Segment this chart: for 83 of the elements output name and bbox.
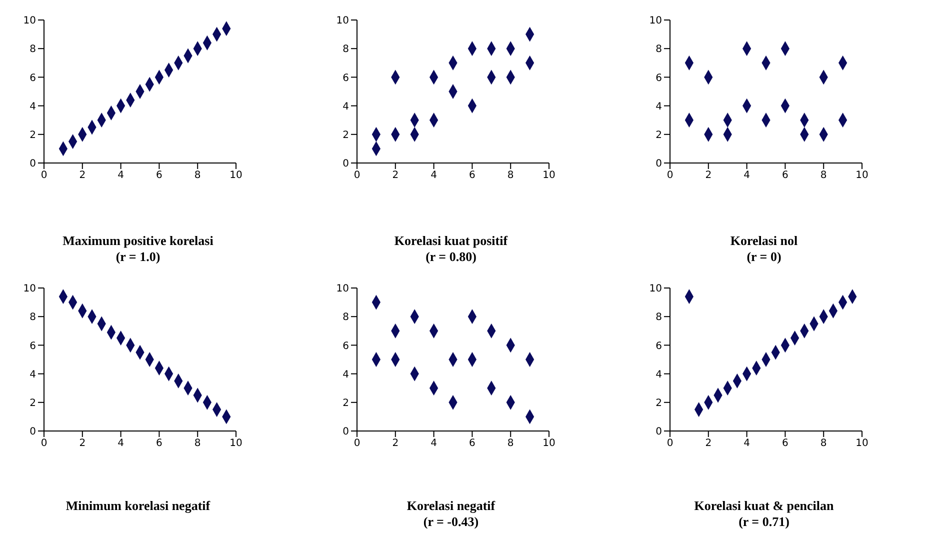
x-tick-label: 0 xyxy=(666,438,674,450)
x-tick-label: 4 xyxy=(430,438,437,450)
y-tick-label: 6 xyxy=(342,72,349,84)
x-tick-label: 6 xyxy=(469,438,476,450)
x-tick-label: 0 xyxy=(40,438,48,450)
x-tick-label: 10 xyxy=(856,438,868,450)
x-tick-label: 4 xyxy=(118,438,124,450)
x-tick-label: 8 xyxy=(507,170,514,182)
y-tick-label: 0 xyxy=(342,158,349,170)
text: (r = 0) xyxy=(746,249,782,265)
y-tick-label: 2 xyxy=(342,130,349,141)
y-tick-label: 6 xyxy=(342,340,349,352)
x-tick-label: 4 xyxy=(118,170,124,182)
text: Korelasi nol xyxy=(729,233,799,249)
text: (r = 0.71) xyxy=(738,514,790,530)
y-tick-label: 10 xyxy=(336,284,349,295)
y-tick-label: 10 xyxy=(336,16,349,27)
y-tick-label: 2 xyxy=(342,398,349,409)
x-tick-label: 8 xyxy=(507,438,514,450)
x-tick-label: 6 xyxy=(782,170,788,182)
x-tick-label: 4 xyxy=(430,170,437,182)
x-tick-label: 2 xyxy=(79,438,86,450)
x-tick-label: 10 xyxy=(542,170,556,182)
x-tick-label: 10 xyxy=(856,170,868,182)
y-tick-label: 4 xyxy=(342,101,349,112)
y-tick-label: 6 xyxy=(656,340,662,352)
text: Maximum positive korelasi xyxy=(62,233,214,249)
text: Korelasi negatif xyxy=(406,498,496,514)
y-tick-label: 8 xyxy=(656,312,662,324)
text: (r = 1.0) xyxy=(114,249,162,265)
y-tick-label: 4 xyxy=(656,101,662,112)
x-tick-label: 4 xyxy=(744,438,750,450)
x-tick-label: 0 xyxy=(40,170,48,182)
text: Korelasi kuat & pencilan xyxy=(693,498,835,514)
y-tick-label: 8 xyxy=(656,44,662,56)
y-tick-label: 10 xyxy=(649,16,662,27)
y-tick-label: 8 xyxy=(342,312,349,324)
y-tick-label: 6 xyxy=(656,72,662,84)
y-tick-label: 8 xyxy=(30,44,36,56)
y-tick-label: 2 xyxy=(656,130,662,141)
y-tick-label: 6 xyxy=(30,72,36,84)
y-tick-label: 2 xyxy=(30,130,36,141)
x-tick-label: 0 xyxy=(354,170,360,182)
x-tick-label: 2 xyxy=(79,170,86,182)
y-tick-label: 8 xyxy=(342,44,349,56)
x-tick-label: 6 xyxy=(469,170,476,182)
text: Minimum korelasi negatif xyxy=(64,498,212,514)
x-tick-label: 6 xyxy=(156,438,162,450)
x-tick-label: 4 xyxy=(744,170,750,182)
y-tick-label: 4 xyxy=(30,101,36,112)
y-tick-label: 0 xyxy=(30,158,36,170)
text: Korelasi kuat positif xyxy=(393,233,509,249)
x-tick-label: 2 xyxy=(705,438,712,450)
x-tick-label: 0 xyxy=(666,170,674,182)
y-tick-label: 0 xyxy=(656,158,662,170)
y-tick-label: 8 xyxy=(30,312,36,324)
y-tick-label: 2 xyxy=(656,398,662,409)
x-tick-label: 10 xyxy=(230,170,242,182)
y-tick-label: 0 xyxy=(30,426,36,438)
y-tick-label: 10 xyxy=(23,284,36,295)
x-tick-label: 6 xyxy=(156,170,162,182)
text: (r = 0.80) xyxy=(424,249,478,265)
x-tick-label: 6 xyxy=(782,438,788,450)
y-tick-label: 10 xyxy=(23,16,36,27)
x-tick-label: 8 xyxy=(194,170,201,182)
y-tick-label: 0 xyxy=(656,426,662,438)
x-tick-label: 10 xyxy=(230,438,242,450)
y-tick-label: 6 xyxy=(30,340,36,352)
y-tick-label: 10 xyxy=(649,284,662,295)
x-tick-label: 8 xyxy=(820,438,827,450)
y-tick-label: 4 xyxy=(656,369,662,380)
x-tick-label: 2 xyxy=(392,170,399,182)
x-tick-label: 8 xyxy=(194,438,201,450)
x-tick-label: 8 xyxy=(820,170,827,182)
text: (r = -0.43) xyxy=(422,514,480,530)
y-tick-label: 2 xyxy=(30,398,36,409)
y-tick-label: 4 xyxy=(342,369,349,380)
x-tick-label: 10 xyxy=(542,438,556,450)
x-tick-label: 0 xyxy=(354,438,360,450)
y-tick-label: 0 xyxy=(342,426,349,438)
y-tick-label: 4 xyxy=(30,369,36,380)
x-tick-label: 2 xyxy=(705,170,712,182)
x-tick-label: 2 xyxy=(392,438,399,450)
